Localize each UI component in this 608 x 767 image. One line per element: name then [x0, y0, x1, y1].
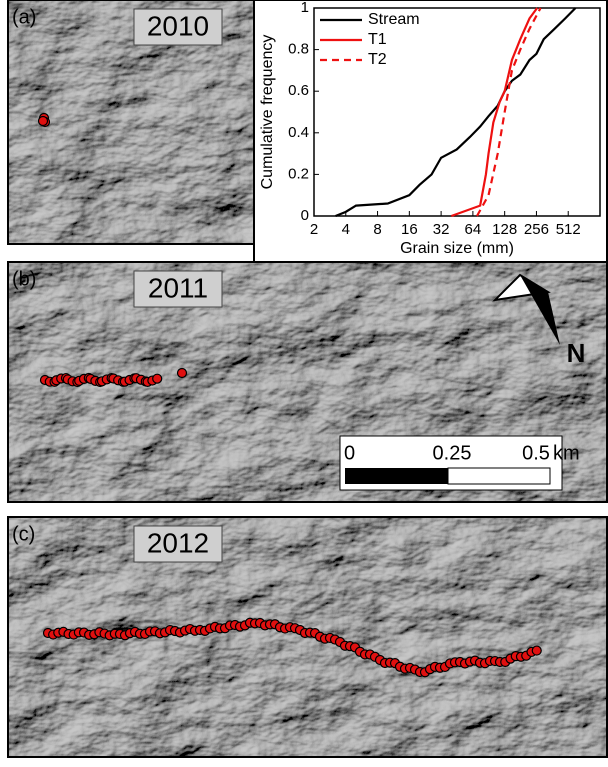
tracer — [531, 645, 542, 656]
y-tick-label: 0.4 — [288, 124, 309, 141]
panel-labels: (a) 2010 (b) 2011 (c) 2012 — [12, 6, 223, 563]
year-box — [133, 270, 223, 308]
scale-unit: km — [553, 442, 580, 464]
tracer — [37, 115, 49, 127]
tracers — [37, 112, 542, 678]
panel-label: (c) — [12, 523, 35, 545]
panel-label: (b) — [12, 268, 36, 290]
series-line — [450, 7, 539, 218]
tracer — [176, 367, 188, 379]
cdf-chart: 2 4 8 16 32 64 128 256 512 0 0.2 0.4 0.6 0.8 1 Grain si… — [259, 0, 601, 257]
y-tick-label: 1 — [301, 0, 309, 16]
scale-black — [345, 468, 448, 484]
year-label: 2012 — [147, 527, 209, 558]
x-tick-label: 2 — [310, 221, 318, 238]
year-label: 2010 — [147, 10, 209, 41]
x-tick-label: 256 — [524, 221, 549, 238]
x-tick-label: 64 — [465, 221, 482, 238]
tracer — [152, 373, 163, 384]
y-tick-label: 0.2 — [288, 165, 309, 182]
scale-label: 0 — [344, 442, 355, 464]
series-line — [335, 7, 577, 218]
plot-frame — [313, 7, 601, 217]
y-axis-label: Cumulative frequency — [259, 35, 276, 190]
legend-label: T2 — [368, 51, 387, 68]
series-line — [476, 7, 542, 217]
chart-frame — [253, 0, 608, 263]
legend-label: Stream — [368, 11, 420, 28]
x-tick-label: 8 — [373, 221, 381, 238]
year-box — [133, 525, 223, 563]
y-tick-label: 0.6 — [288, 82, 309, 99]
north-arrow: N — [492, 273, 586, 368]
frame — [7, 516, 608, 758]
x-tick-label: 512 — [556, 221, 581, 238]
y-tick-label: 0.8 — [288, 41, 309, 58]
x-tick-label: 16 — [401, 221, 418, 238]
north-label: N — [567, 338, 586, 368]
x-tick-label: 128 — [492, 221, 517, 238]
y-tick-label: 0 — [301, 207, 309, 224]
arrow-right — [520, 275, 560, 345]
panel-label: (a) — [12, 6, 36, 28]
year-box — [133, 8, 223, 46]
x-tick-label: 4 — [342, 221, 350, 238]
year-label: 2011 — [148, 272, 208, 303]
legend-label: T1 — [368, 31, 387, 48]
chart-background — [254, 0, 608, 262]
scale-label: 0.5 — [522, 442, 550, 464]
scale-white — [447, 467, 551, 485]
x-axis-label: Grain size (mm) — [400, 240, 514, 257]
x-tick-label: 32 — [433, 221, 450, 238]
scale-label: 0.25 — [433, 442, 472, 464]
scale-bar: 0 0.25 0.5 km — [339, 435, 580, 491]
